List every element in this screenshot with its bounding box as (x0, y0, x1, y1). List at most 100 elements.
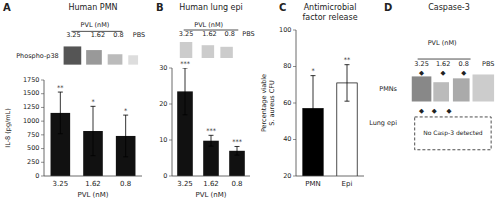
blot-band (202, 45, 214, 58)
y-tick (169, 176, 172, 177)
y-tick-label: 20 (283, 172, 291, 180)
blot-lane-label: PBS (242, 30, 254, 38)
error-bar (123, 115, 128, 157)
y-axis-label: Percentage viableS. aureus CFU (260, 74, 276, 132)
blot-lane-label: 0.8 (459, 60, 469, 68)
panel: Human lung epiB01020303.251.620.8PVL (nM… (156, 2, 255, 199)
y-axis (44, 80, 45, 176)
significance-label: *** (180, 60, 191, 68)
significance-label: ** (344, 56, 351, 64)
y-tick (169, 140, 172, 141)
significance-label: ** (57, 84, 64, 92)
panel: Human PMNA025050075010001250150017503.25… (3, 2, 145, 199)
error-bar (91, 106, 96, 155)
x-tick-label: 0.8 (120, 180, 131, 188)
panel: Caspase-3DPVL (nM)3.251.620.8PBSPMNs◆◆◆N… (369, 2, 494, 150)
x-tick-label: 0.8 (231, 180, 242, 188)
x-tick-label: Epi (342, 180, 353, 188)
box-note: No Casp-3 detected (423, 129, 483, 137)
blot-header: PVL (nM) (428, 39, 457, 47)
y-tick (293, 66, 296, 67)
panel-letter: C (279, 2, 286, 13)
plot-area (177, 68, 245, 176)
error-bar (311, 76, 316, 142)
y-tick-label: 1500 (23, 89, 40, 97)
x-tick-label: 3.25 (53, 180, 69, 188)
blot-lane-label: 1.62 (436, 60, 450, 68)
blot-row-label: Phospho-p38 (16, 52, 59, 60)
y-tick-label: 60 (283, 99, 291, 107)
blot-band (473, 74, 495, 101)
y-tick-label: 500 (27, 144, 39, 152)
x-tick-label: 1.62 (203, 180, 219, 188)
dashed-box (415, 117, 491, 150)
error-bar (235, 146, 240, 155)
blot-row-label: Lung epi (369, 119, 397, 127)
blot-lane-label: PBS (482, 60, 494, 68)
blot-lane-label: 3.25 (179, 30, 193, 38)
blot-band (108, 54, 123, 64)
blot-row-label: PMNs (379, 85, 397, 93)
y-tick (169, 68, 172, 69)
y-tick-label: 750 (27, 131, 39, 139)
diamond-marker: ◆ (419, 107, 424, 115)
significance-label: * (91, 98, 95, 106)
error-bar (209, 135, 214, 146)
plot-area (303, 65, 357, 176)
y-tick-label: 80 (283, 62, 291, 70)
blot-lane-label: PBS (133, 31, 145, 39)
y-tick-label: 20 (159, 100, 167, 108)
diamond-marker: ◆ (447, 107, 452, 115)
y-tick (41, 121, 44, 122)
panel: Antimicrobialfactor releaseC20406080100P… (260, 2, 364, 208)
blot-band (180, 42, 192, 58)
figure: Human PMNA025050075010001250150017503.25… (0, 0, 500, 208)
x-tick-label: 1.62 (85, 180, 101, 188)
y-tick-label: 1750 (23, 76, 40, 84)
error-bar (183, 68, 188, 115)
x-axis (296, 176, 364, 177)
x-axis-label: PVL (nM) (77, 191, 108, 199)
blot-band (86, 50, 102, 65)
blot-band (128, 55, 138, 64)
y-tick (41, 176, 44, 177)
diamond-marker: ◆ (432, 107, 437, 115)
blot-lane-label: 0.8 (225, 30, 235, 38)
panel-letter: A (3, 2, 11, 13)
y-tick (293, 139, 296, 140)
blot-band (433, 82, 449, 101)
y-tick-label: 0 (35, 172, 39, 180)
x-axis-label: PVL (nM) (195, 191, 226, 199)
y-tick (169, 104, 172, 105)
y-tick (293, 176, 296, 177)
blot-band (412, 76, 432, 101)
y-tick (41, 93, 44, 94)
significance-label: * (311, 67, 315, 75)
panel-title: Human lung epi (179, 3, 243, 12)
significance-label: * (124, 107, 128, 115)
y-tick-label: 250 (27, 158, 39, 166)
y-tick (293, 103, 296, 104)
blot-header: PVL (nM) (81, 21, 110, 29)
blot-lane-label: 1.62 (91, 31, 105, 39)
diamond-marker: ◆ (441, 69, 446, 77)
blot-band (453, 78, 470, 101)
blot-lane-label: 3.25 (414, 60, 428, 68)
y-tick-label: 40 (283, 135, 291, 143)
significance-label: *** (206, 127, 217, 135)
y-axis (172, 68, 173, 176)
y-axis-label: IL-8 (pg/mL) (4, 108, 12, 147)
y-tick (41, 162, 44, 163)
y-tick-label: 10 (159, 136, 167, 144)
plot-area (51, 92, 136, 176)
x-axis (44, 176, 142, 177)
y-tick-label: 0 (163, 172, 167, 180)
error-bar (58, 92, 63, 134)
x-tick-label: 3.25 (177, 180, 193, 188)
y-tick (293, 30, 296, 31)
panel-title: Antimicrobialfactor release (302, 3, 357, 22)
y-tick (41, 107, 44, 108)
diamond-marker: ◆ (461, 69, 466, 77)
x-axis (172, 176, 250, 177)
blot-header: PVL (nM) (194, 21, 223, 29)
